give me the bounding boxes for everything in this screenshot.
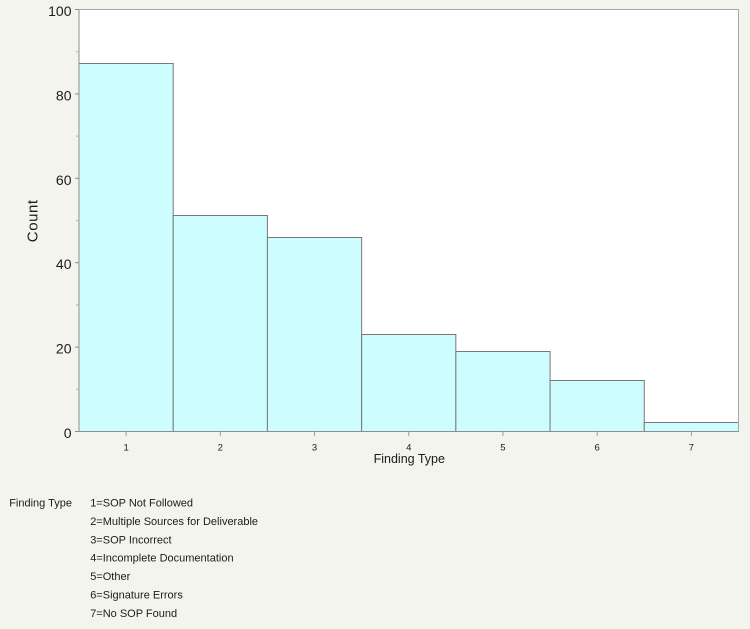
svg-text:4=Incomplete Documentation: 4=Incomplete Documentation — [90, 553, 233, 565]
svg-text:0: 0 — [64, 425, 72, 441]
svg-text:5: 5 — [500, 443, 505, 454]
svg-text:6=Signature Errors: 6=Signature Errors — [90, 590, 183, 602]
svg-text:1: 1 — [123, 443, 128, 454]
svg-text:Count: Count — [25, 199, 42, 242]
svg-text:5=Other: 5=Other — [90, 571, 130, 583]
svg-text:7=No SOP Found: 7=No SOP Found — [90, 608, 177, 620]
svg-text:20: 20 — [56, 341, 72, 357]
svg-text:Finding Type: Finding Type — [9, 498, 72, 510]
svg-text:60: 60 — [56, 172, 72, 188]
svg-text:1=SOP Not Followed: 1=SOP Not Followed — [90, 498, 193, 510]
svg-text:40: 40 — [56, 256, 72, 272]
svg-text:80: 80 — [56, 87, 72, 103]
svg-text:6: 6 — [595, 443, 600, 454]
svg-text:4: 4 — [406, 443, 411, 454]
svg-text:100: 100 — [48, 3, 72, 19]
svg-text:2=Multiple Sources for Deliver: 2=Multiple Sources for Deliverable — [90, 516, 258, 528]
svg-text:Finding Type: Finding Type — [374, 452, 445, 466]
svg-text:2: 2 — [218, 443, 223, 454]
svg-text:7: 7 — [689, 443, 694, 454]
svg-text:3=SOP Incorrect: 3=SOP Incorrect — [90, 534, 171, 546]
svg-text:3: 3 — [312, 443, 317, 454]
